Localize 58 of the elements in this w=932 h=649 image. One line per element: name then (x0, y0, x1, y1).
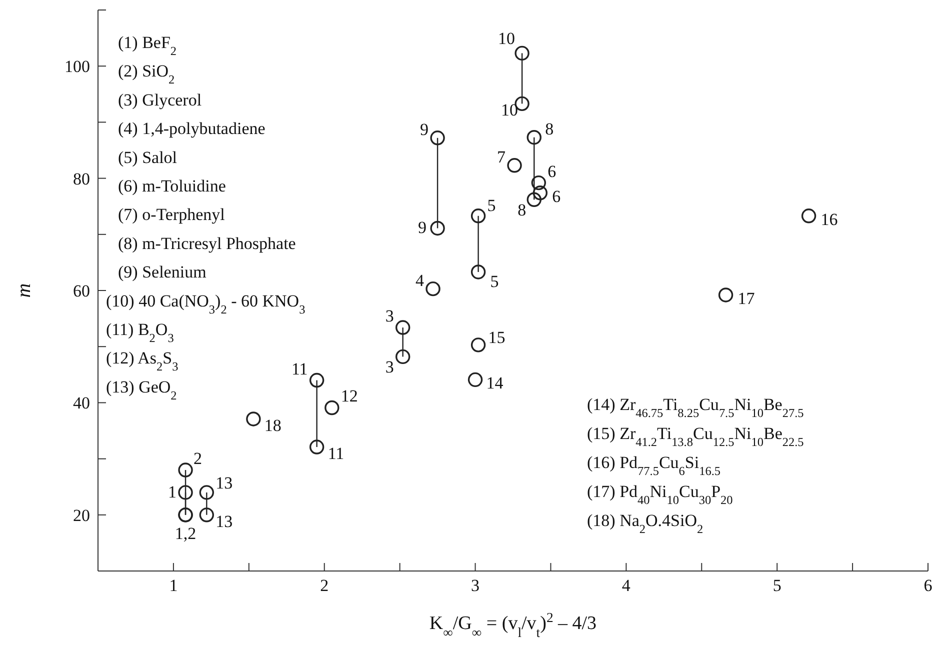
annotation: 8 (518, 200, 526, 220)
annotation: (12) As$_{2}$S$_{3}$ (106, 348, 178, 374)
annotation: 13 (216, 473, 233, 492)
y-tick-label: 100 (64, 57, 90, 76)
x-tick-label: 2 (320, 576, 329, 596)
annotation: 18 (264, 416, 282, 435)
annotation: 2 (194, 449, 202, 468)
x-tick-label: 1 (169, 576, 178, 596)
annotation: 14 (486, 374, 504, 393)
annotation: 5 (487, 196, 496, 215)
annotation: 3 (385, 358, 394, 377)
annotation: 11 (291, 359, 308, 378)
annotation: 12 (340, 386, 358, 406)
annotation: 1,2 (174, 524, 196, 543)
annotation: (7) o-Terphenyl (118, 205, 226, 224)
annotation: (6) m-Toluidine (118, 176, 226, 196)
annotation: (16) Pd$_{77.5}$Cu$_{6}$Si$_{16.5}$ (587, 453, 721, 478)
text: (14) Zr$_{46.75}$Ti$_{8.25}$Cu$_{7.5}$Ni$_{10}$Be$_{27.5}$ (587, 395, 804, 420)
x-tick-label: 6 (924, 576, 932, 596)
annotation: (11) B$_{2}$O$_{3}$ (106, 320, 174, 345)
y-tick-label: 20 (73, 506, 90, 525)
y-tick-label: 60 (73, 282, 90, 301)
annotation: (2) SiO$_{2}$ (118, 62, 175, 87)
annotation: 6 (552, 186, 561, 206)
text: K$_{∞}$/G$_{∞}$ = (v$_{l}$/v$_{t}$)$^{2}$ – 4/3 (429, 610, 597, 640)
annotation: 9 (420, 120, 429, 139)
annotation: (4) 1,4-polybutadiene (118, 119, 266, 138)
annotation: (1) BeF$_{2}$ (118, 33, 177, 58)
annotation: 10 (498, 29, 516, 48)
x-tick-label: 5 (772, 576, 782, 596)
annotation: 9 (418, 218, 427, 238)
annotation: 13 (216, 512, 233, 531)
annotation: 10 (501, 100, 518, 120)
x-tick-label: 3 (471, 576, 480, 596)
annotation: (8) m-Tricresyl Phosphate (118, 234, 296, 253)
annotation: (18) Na$_{2}$O.4SiO$_{2}$ (587, 511, 704, 536)
annotation: (17) Pd$_{40}$Ni$_{10}$Cu$_{30}$P$_{20}$ (587, 482, 733, 507)
annotation: 17 (738, 288, 756, 308)
y-tick-label: 40 (73, 394, 90, 413)
annotation: 1 (168, 482, 177, 502)
annotation: 3 (385, 306, 394, 326)
y-axis-title: m (13, 283, 35, 298)
annotation: 5 (490, 272, 499, 291)
annotation: 15 (488, 328, 506, 347)
annotation: 6 (548, 162, 556, 181)
annotation: 7 (497, 147, 506, 166)
annotation: (3) Glycerol (118, 90, 202, 110)
annotation: 11 (328, 444, 344, 464)
annotation: 8 (545, 119, 554, 138)
x-tick-label: 4 (622, 576, 631, 596)
annotation: (5) Salol (118, 148, 178, 167)
annotation: 16 (820, 210, 838, 229)
annotation: (13) GeO$_{2}$ (106, 377, 177, 402)
y-tick-label: 80 (73, 169, 90, 188)
annotation: (10) 40 Ca(NO$_{3}$)$_{2}$ - 60 KNO$_{3}$ (106, 291, 306, 316)
annotation: 4 (416, 270, 425, 290)
text: (15) Zr$_{41.2}$Ti$_{13.8}$Cu$_{12.5}$Ni$_{10}$Be$_{22.5}$ (587, 424, 804, 449)
annotation: (9) Selenium (118, 262, 206, 282)
